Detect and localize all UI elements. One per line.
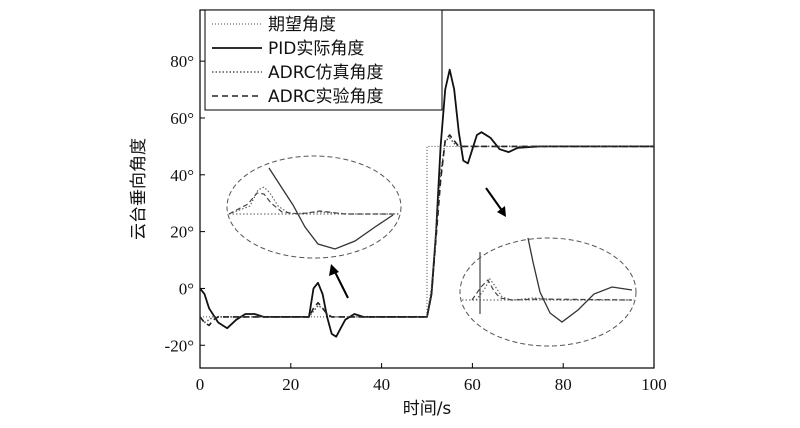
x-tick-label: 40 bbox=[373, 375, 390, 394]
x-axis-ticks: 0 20 40 60 80 100 bbox=[196, 363, 667, 394]
y-tick-label: 0° bbox=[179, 279, 194, 298]
x-tick-label: 20 bbox=[282, 375, 299, 394]
legend-label-2: ADRC仿真角度 bbox=[268, 63, 384, 83]
y-axis-title: 云台垂向角度 bbox=[129, 138, 149, 240]
zoom-inset-left bbox=[226, 155, 402, 259]
x-tick-label: 0 bbox=[196, 375, 205, 394]
legend: 期望角度 PID实际角度 ADRC仿真角度 ADRC实验角度 bbox=[204, 9, 443, 111]
zoom-inset-right bbox=[459, 237, 637, 347]
y-tick-label: 80° bbox=[170, 52, 194, 71]
zoom-arrow-left-head bbox=[329, 264, 339, 276]
y-tick-label: 20° bbox=[170, 223, 194, 242]
legend-label-3: ADRC实验角度 bbox=[268, 87, 384, 107]
series-layer bbox=[200, 68, 654, 338]
x-tick-label: 60 bbox=[464, 375, 481, 394]
zoom-arrow-right-head bbox=[497, 206, 506, 217]
legend-box bbox=[204, 9, 443, 111]
y-axis-ticks: -20° 0° 20° 40° 60° 80° bbox=[165, 52, 205, 355]
x-axis-title: 时间/s bbox=[403, 399, 452, 419]
x-tick-label: 100 bbox=[641, 375, 667, 394]
y-tick-label: 60° bbox=[170, 109, 194, 128]
legend-label-1: PID实际角度 bbox=[268, 39, 364, 59]
series-line-3 bbox=[200, 134, 654, 327]
zoom-arrow-right bbox=[485, 187, 504, 213]
x-tick-label: 80 bbox=[555, 375, 572, 394]
zoom-arrow-left bbox=[333, 269, 349, 299]
legend-label-0: 期望角度 bbox=[268, 15, 336, 35]
y-tick-label: 40° bbox=[170, 166, 194, 185]
y-tick-label: -20° bbox=[165, 336, 194, 355]
